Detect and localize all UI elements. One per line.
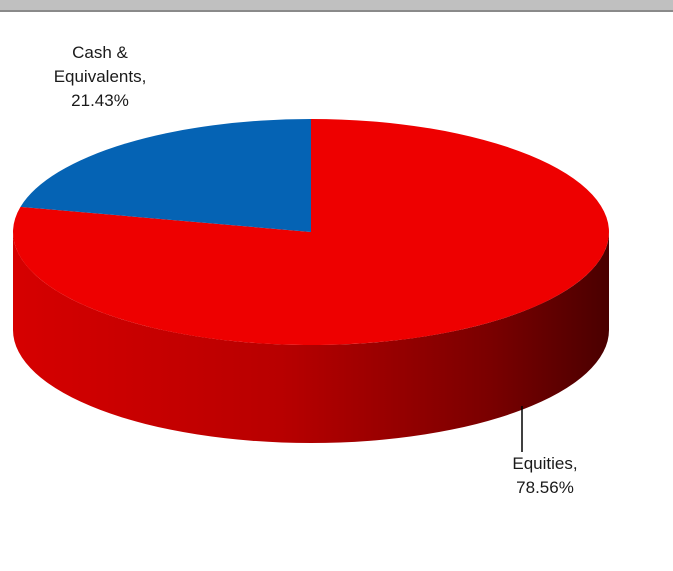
pie-top-layer <box>12 119 610 345</box>
pie-side-layer <box>13 232 609 443</box>
window-top-bar <box>0 0 673 12</box>
data-label-value: 78.56% <box>516 478 574 497</box>
data-label-equities: Equities, 78.56% <box>490 452 600 500</box>
data-label-line: Cash & <box>72 43 128 62</box>
data-label-line: Equivalents, <box>53 67 147 86</box>
pie-slice-cash-equivalents <box>20 119 312 232</box>
data-label-cash-equivalents: Cash & Equivalents, 21.43% <box>30 41 170 113</box>
data-label-line: Equities, <box>512 454 578 473</box>
pie-side-wall <box>13 232 609 443</box>
data-label-value: 21.43% <box>71 91 129 110</box>
pie-slice-equities <box>12 119 610 345</box>
